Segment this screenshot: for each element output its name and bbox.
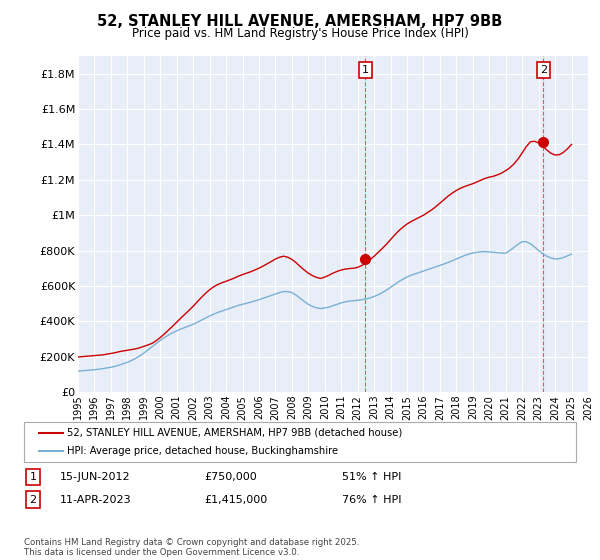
Text: 52, STANLEY HILL AVENUE, AMERSHAM, HP7 9BB (detached house): 52, STANLEY HILL AVENUE, AMERSHAM, HP7 9… — [67, 428, 403, 438]
Text: Price paid vs. HM Land Registry's House Price Index (HPI): Price paid vs. HM Land Registry's House … — [131, 27, 469, 40]
Text: 2: 2 — [29, 494, 37, 505]
Text: 51% ↑ HPI: 51% ↑ HPI — [342, 472, 401, 482]
Text: HPI: Average price, detached house, Buckinghamshire: HPI: Average price, detached house, Buck… — [67, 446, 338, 456]
Text: 1: 1 — [362, 65, 369, 75]
Text: Contains HM Land Registry data © Crown copyright and database right 2025.
This d: Contains HM Land Registry data © Crown c… — [24, 538, 359, 557]
Text: £1,415,000: £1,415,000 — [204, 494, 267, 505]
Text: 2: 2 — [539, 65, 547, 75]
Text: 1: 1 — [29, 472, 37, 482]
Text: 15-JUN-2012: 15-JUN-2012 — [60, 472, 131, 482]
Text: 11-APR-2023: 11-APR-2023 — [60, 494, 131, 505]
Text: 52, STANLEY HILL AVENUE, AMERSHAM, HP7 9BB: 52, STANLEY HILL AVENUE, AMERSHAM, HP7 9… — [97, 14, 503, 29]
Text: £750,000: £750,000 — [204, 472, 257, 482]
Text: 76% ↑ HPI: 76% ↑ HPI — [342, 494, 401, 505]
